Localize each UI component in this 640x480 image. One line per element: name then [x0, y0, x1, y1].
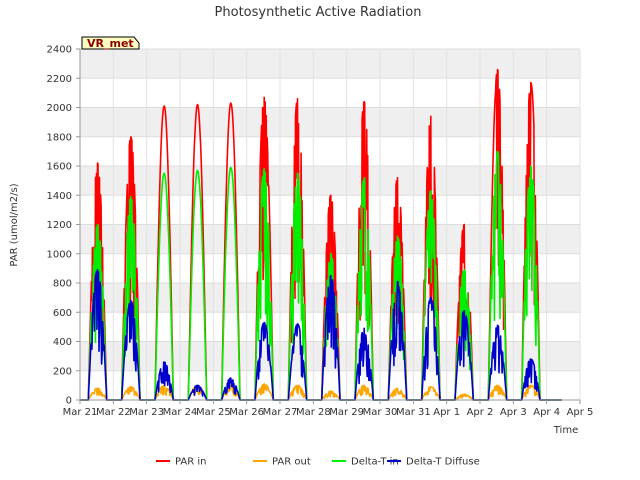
x-tick-label: Mar 24: [163, 407, 198, 418]
x-tick-label: Apr 5: [567, 407, 594, 418]
x-tick-label: Mar 21: [63, 407, 98, 418]
badge-text: VR_met: [87, 37, 134, 50]
legend-label-par-in: PAR in: [175, 457, 206, 468]
badge-box: [81, 36, 140, 50]
x-tick-label: Apr 1: [433, 407, 460, 418]
x-tick-label: Mar 28: [296, 407, 331, 418]
legend-label-par-out: PAR out: [272, 457, 311, 468]
y-tick-label: 0: [66, 396, 72, 407]
legend-label-delta-t-diffuse: Delta-T Diffuse: [406, 457, 480, 468]
x-tick-label: Apr 2: [467, 407, 494, 418]
x-tick-label: Mar 23: [129, 407, 164, 418]
y-tick-label: 1000: [47, 249, 72, 260]
y-axis-label: PAR (umol/m2/s): [9, 183, 20, 266]
y-tick-label: 1600: [47, 162, 72, 173]
x-tick-label: Mar 29: [329, 407, 364, 418]
y-tick-label: 2200: [47, 74, 72, 85]
chart-title: Photosynthetic Active Radiation: [215, 5, 422, 20]
background-band: [80, 107, 580, 137]
legend: PAR in PAR out Delta-T in Delta-T Diffuse: [156, 457, 480, 468]
x-tick-label: Mar 31: [396, 407, 431, 418]
y-tick-label: 400: [53, 337, 72, 348]
x-tick-label: Mar 27: [263, 407, 298, 418]
x-tick-label: Apr 4: [533, 407, 560, 418]
y-tick-label: 200: [53, 366, 72, 377]
y-tick-label: 600: [53, 308, 72, 319]
x-tick-label: Mar 26: [229, 407, 264, 418]
y-tick-label: 2000: [47, 103, 72, 114]
x-tick-label: Mar 30: [363, 407, 398, 418]
axes: 0 200 400 600 800 1000 1200 1400 1600 1800 2000 220…: [47, 45, 594, 419]
y-tick-label: 1400: [47, 191, 72, 202]
x-tick-label: Mar 22: [96, 407, 131, 418]
y-tick-label: 800: [53, 279, 72, 290]
y-tick-label: 1200: [47, 220, 72, 231]
x-axis-label: Time: [553, 425, 578, 436]
legend-label-delta-t-in: Delta-T in: [351, 457, 399, 468]
background-band: [80, 49, 580, 79]
vr-met-badge: VR_met: [81, 36, 140, 50]
y-tick-label: 1800: [47, 132, 72, 143]
background-band: [80, 166, 580, 196]
y-tick-label: 2400: [47, 45, 72, 56]
x-tick-label: Mar 25: [196, 407, 231, 418]
x-tick-label: Apr 3: [500, 407, 527, 418]
